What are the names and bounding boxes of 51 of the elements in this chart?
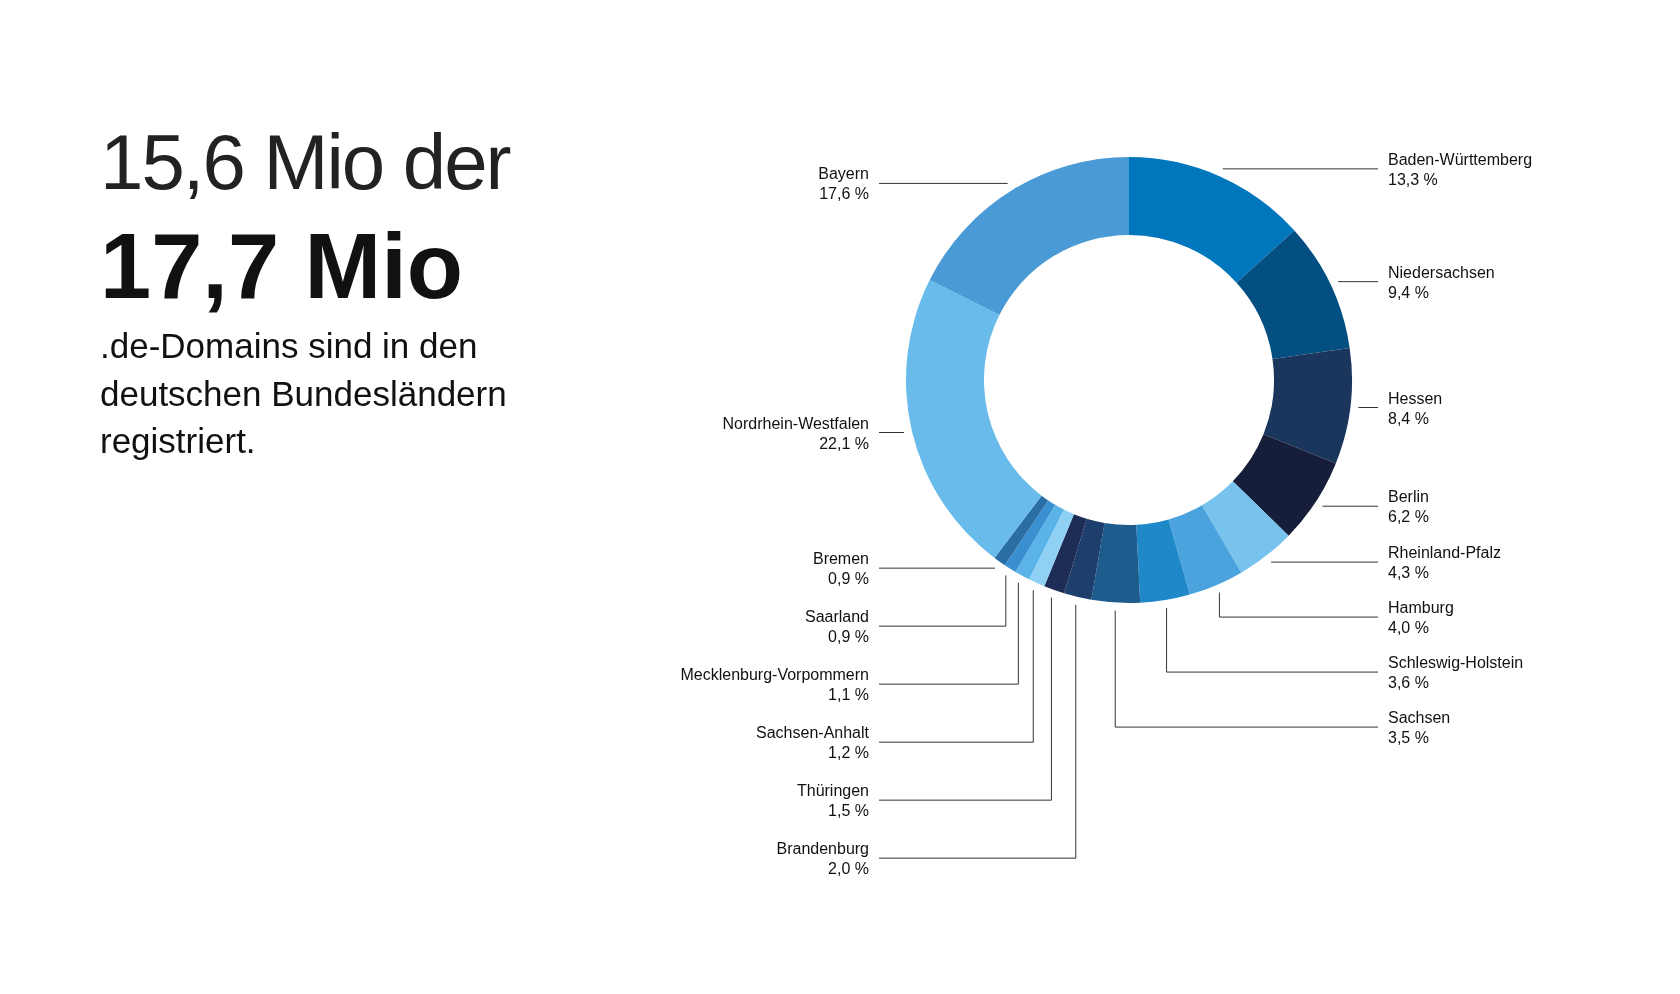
- data-label: 4,0 %: [1388, 619, 1429, 637]
- data-label: 0,9 %: [828, 570, 869, 588]
- donut-slice: [906, 280, 1042, 558]
- chart-title: 15,6 Mio der: [100, 118, 512, 206]
- donut-slice: [1004, 500, 1056, 572]
- slice-label: Sachsen-Anhalt: [756, 724, 870, 742]
- data-label: 1,2 %: [828, 744, 869, 762]
- slice-label: Niedersachsen: [1388, 263, 1495, 281]
- slice-label: Hamburg: [1388, 599, 1454, 617]
- data-label: 17,6 %: [819, 185, 869, 203]
- slice-label: Saarland: [804, 608, 869, 626]
- donut-slice: [1015, 504, 1064, 580]
- donut-slice: [1168, 505, 1242, 595]
- data-label: 13,3 %: [1388, 170, 1438, 188]
- slice-label: Sachsen: [1388, 709, 1451, 727]
- data-label: 1,1 %: [828, 686, 869, 704]
- data-label: 0,9 %: [828, 628, 869, 646]
- slice-label: Thüringen: [796, 782, 869, 800]
- data-label: 22,1 %: [819, 434, 869, 452]
- data-label: 3,6 %: [1388, 674, 1429, 692]
- slice-label: Brandenburg: [776, 840, 869, 858]
- data-label: 2,0 %: [828, 860, 869, 878]
- data-label: 8,4 %: [1388, 409, 1429, 427]
- donut-slice: [1236, 230, 1350, 360]
- text: .de-Domains sind in den deutschen Bundesländern registriert.: [100, 325, 508, 462]
- donut-slice: [1232, 434, 1336, 536]
- donut-slice: [1263, 347, 1352, 464]
- donut-slice: [1136, 519, 1190, 603]
- donut-slice: [1064, 518, 1105, 600]
- data-label: 4,3 %: [1388, 564, 1429, 582]
- data-label: 1,5 %: [828, 802, 869, 820]
- donut-slice: [994, 495, 1049, 566]
- slice-label: Hessen: [1388, 389, 1443, 407]
- slice-label: Baden-Württemberg: [1388, 150, 1533, 168]
- slice-label: Bayern: [818, 165, 869, 183]
- data-label: 3,5 %: [1388, 729, 1429, 747]
- donut-slice: [929, 157, 1129, 315]
- slice-label: Mecklenburg-Vorpommern: [680, 666, 869, 684]
- donut-slice: [1029, 509, 1074, 587]
- donut-slice: [1129, 157, 1295, 283]
- slice-label: Rheinland-Pfalz: [1388, 544, 1501, 562]
- text: 17,7 Mio: [100, 214, 464, 317]
- donut-slice: [1044, 514, 1087, 594]
- donut-slice: [1202, 481, 1289, 573]
- data-label: 9,4 %: [1388, 283, 1429, 301]
- slice-label: Bremen: [812, 550, 869, 568]
- slice-label: Nordrhein-Westfalen: [722, 414, 869, 432]
- slice-label: Berlin: [1388, 488, 1429, 506]
- data-label: 6,2 %: [1388, 508, 1429, 526]
- donut-slice: [1091, 522, 1141, 603]
- slice-label: Schleswig-Holstein: [1388, 654, 1524, 672]
